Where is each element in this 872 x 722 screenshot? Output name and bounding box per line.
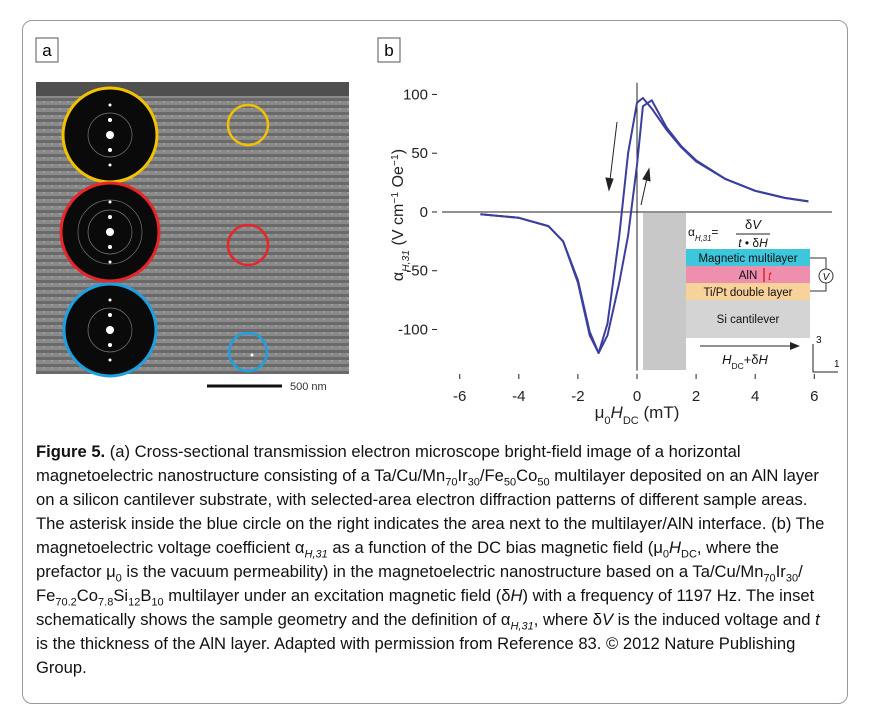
text-run: H xyxy=(759,236,768,250)
x-tick-label: 2 xyxy=(692,388,700,405)
caption-run: 70 xyxy=(763,572,775,584)
rich-text: δV xyxy=(745,217,762,232)
x-tick-label: -4 xyxy=(512,388,525,405)
caption-run: , where δ xyxy=(534,610,602,629)
text-run: H,31 xyxy=(401,250,412,272)
rich-text: t • δH xyxy=(738,236,768,250)
caption-run: 30 xyxy=(468,476,480,488)
text-run: = xyxy=(711,225,718,239)
caption-run: t xyxy=(815,610,820,629)
caption-run: DC xyxy=(681,548,697,560)
text-run: +δ xyxy=(744,352,759,367)
caption-run: Figure 5. xyxy=(36,442,105,461)
text-run: α xyxy=(688,225,695,239)
caption-run: is the vacuum permeability) in the magne… xyxy=(122,562,764,581)
y-tick-label: 0 xyxy=(420,204,428,221)
rich-text: αH,31= xyxy=(688,225,718,243)
tem-top-layer xyxy=(36,82,349,96)
caption-run: 30 xyxy=(786,572,798,584)
text-run: DC xyxy=(623,415,639,427)
text-run: H,31 xyxy=(695,234,711,243)
x-tick-label: 4 xyxy=(751,388,759,405)
caption-run: 70 xyxy=(445,476,457,488)
text-run: (mT) xyxy=(639,403,680,422)
text-run: Oe xyxy=(390,166,407,192)
y-tick-label: 50 xyxy=(411,145,428,162)
panel-label: a xyxy=(42,41,52,60)
caption-run: Ir xyxy=(457,466,467,485)
caption-run: H xyxy=(669,538,681,557)
caption-run: Co xyxy=(516,466,537,485)
y-tick-label: 100 xyxy=(403,86,428,103)
layer-label: AlN xyxy=(739,270,758,282)
caption-run: Ir xyxy=(776,562,786,581)
text-run: H xyxy=(611,403,624,422)
caption-run: Si xyxy=(113,586,128,605)
rich-text: HDC+δH xyxy=(722,352,768,371)
x-tick-label: 6 xyxy=(810,388,818,405)
layer-label: Si cantilever xyxy=(717,314,780,326)
caption-run: 50 xyxy=(504,476,516,488)
caption-run: /Fe xyxy=(480,466,504,485)
caption-run: B xyxy=(140,586,151,605)
text-run: −1 xyxy=(390,154,401,166)
caption-run: 70.2 xyxy=(55,596,76,608)
text-run: α xyxy=(390,272,407,281)
axis-label: 1 xyxy=(834,359,840,370)
caption-run: H,31 xyxy=(510,620,533,632)
panel-label: b xyxy=(384,41,393,60)
caption-run: is the induced voltage and xyxy=(613,610,815,629)
text-run: ) xyxy=(390,149,407,154)
caption-run: 50 xyxy=(537,476,549,488)
caption-run: is the thickness of the AlN layer. Adapt… xyxy=(36,634,795,677)
x-tick-label: -6 xyxy=(453,388,466,405)
caption-run: H,31 xyxy=(304,548,327,560)
caption-run: 10 xyxy=(151,596,163,608)
page: a 500 nm b -6-4-20246-100-50050100μ0HDC … xyxy=(0,0,872,722)
caption-run: multilayer under an excitation magnetic … xyxy=(164,586,511,605)
caption-run: V xyxy=(602,610,613,629)
text-run: • δ xyxy=(742,236,760,250)
y-tick-label: -100 xyxy=(398,321,428,338)
scale-bar-label: 500 nm xyxy=(290,381,327,393)
caption-run: Co xyxy=(77,586,98,605)
layer-label: Ti/Pt double layer xyxy=(703,287,792,299)
rich-text: αH,31 (V cm−1 Oe−1) xyxy=(390,149,412,281)
text-run: H xyxy=(759,352,769,367)
caption: Figure 5. (a) Cross-sectional transmissi… xyxy=(36,440,836,680)
text-run: μ xyxy=(595,403,605,422)
text-run: (V cm xyxy=(390,204,407,250)
axis-label: 3 xyxy=(816,335,822,346)
text-run: V xyxy=(752,217,762,232)
caption-run: 12 xyxy=(128,596,140,608)
caption-run: 7.8 xyxy=(98,596,113,608)
text-run: δ xyxy=(745,217,752,232)
rich-text: μ0HDC (mT) xyxy=(595,403,680,427)
caption-run: H xyxy=(510,586,522,605)
caption-run: as a function of the DC bias magnetic fi… xyxy=(328,538,663,557)
text-run: DC xyxy=(731,361,743,371)
layer-label: Magnetic multilayer xyxy=(698,253,797,265)
x-tick-label: -2 xyxy=(571,388,584,405)
text-run: −1 xyxy=(390,192,401,204)
